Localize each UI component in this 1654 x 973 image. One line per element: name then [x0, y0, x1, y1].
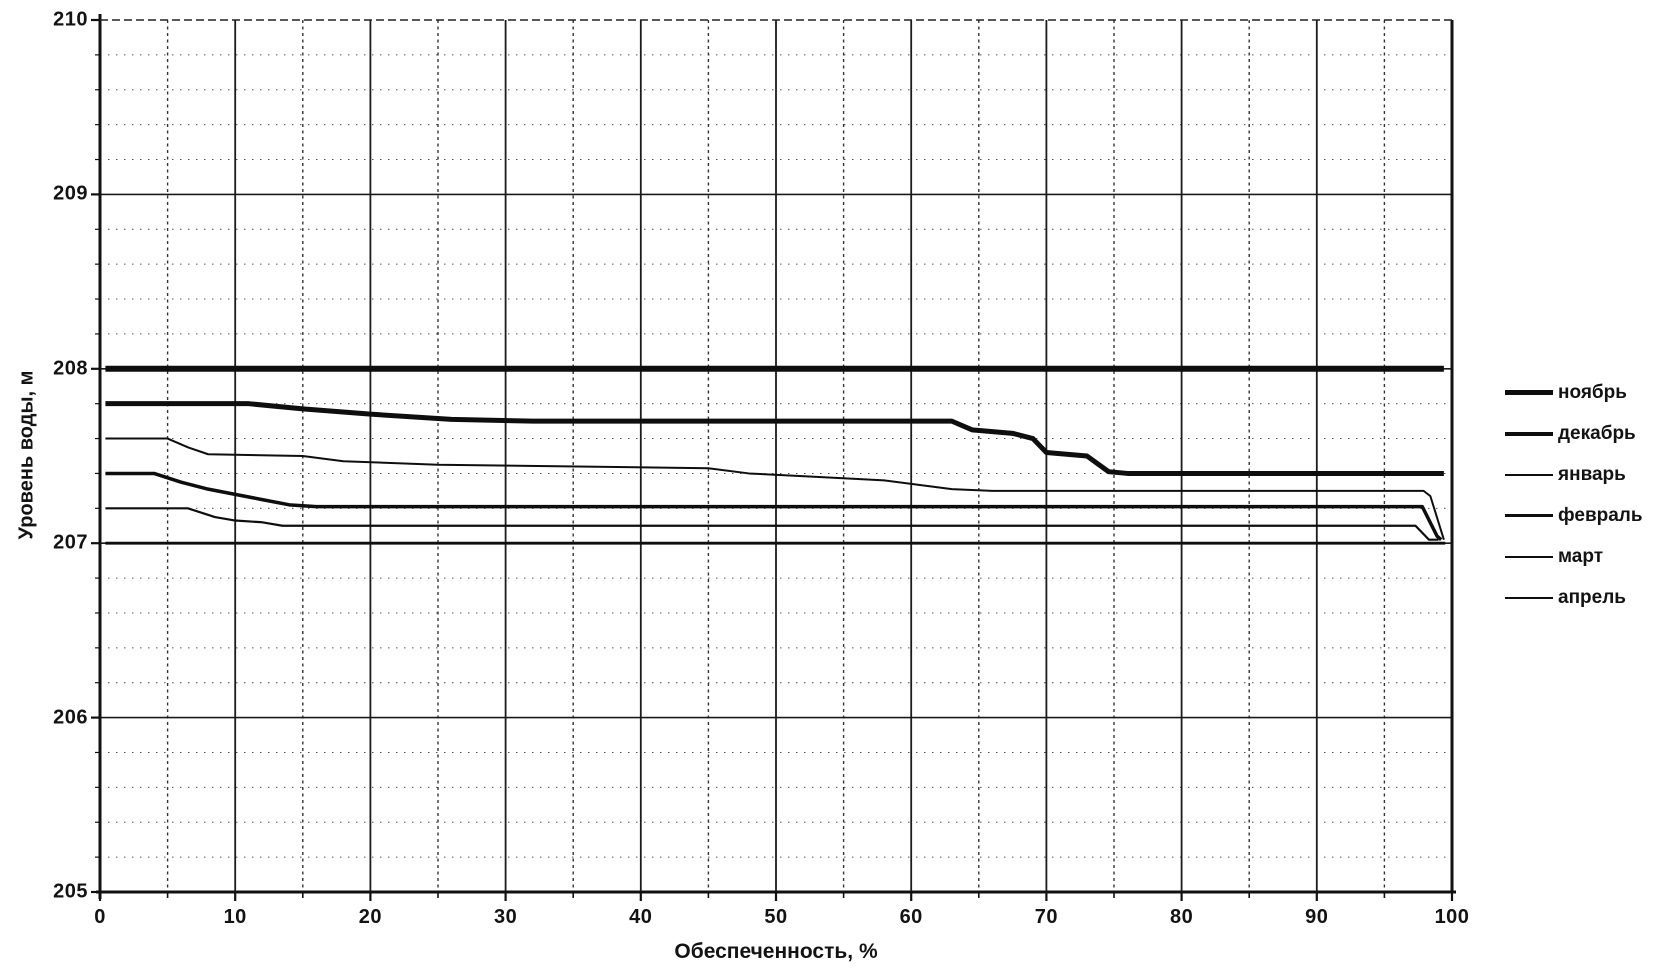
- y-tick-label: 205: [53, 880, 88, 903]
- legend-item-february: февраль: [1505, 495, 1643, 536]
- legend-item-december: декабрь: [1505, 413, 1643, 454]
- x-axis-title: Обеспеченность, %: [674, 940, 878, 963]
- legend-line-sample-april: [1505, 596, 1553, 599]
- legend-item-november: ноябрь: [1505, 372, 1643, 413]
- legend-item-april: апрель: [1505, 577, 1643, 618]
- x-tick-label: 30: [493, 906, 518, 928]
- legend-item-january: январь: [1505, 454, 1643, 495]
- legend-label-january: январь: [1558, 463, 1626, 485]
- x-tick-label: 100: [1434, 906, 1470, 928]
- legend-line-sample-december: [1505, 431, 1553, 436]
- y-tick-label: 210: [53, 8, 88, 31]
- legend-line-sample-november: [1505, 390, 1553, 395]
- x-tick-label: 20: [358, 906, 383, 928]
- x-tick-label: 70: [1034, 906, 1059, 928]
- legend-line-sample-february: [1505, 514, 1553, 517]
- legend-label-february: февраль: [1558, 504, 1643, 526]
- legend-label-november: ноябрь: [1558, 381, 1627, 403]
- x-tick-label: 10: [223, 906, 247, 928]
- x-tick-label: 50: [764, 906, 788, 928]
- legend-line-sample-january: [1505, 473, 1553, 476]
- x-tick-label: 60: [899, 906, 923, 928]
- x-tick-label: 0: [94, 906, 106, 928]
- x-tick-label: 40: [629, 906, 653, 928]
- y-axis-title: Уровень воды, м: [15, 370, 38, 540]
- x-tick-label: 90: [1305, 906, 1329, 928]
- x-tick-label: 80: [1169, 906, 1194, 928]
- y-tick-label: 207: [53, 531, 88, 554]
- curve-march: [105, 507, 1439, 541]
- legend-item-march: март: [1505, 536, 1643, 577]
- y-tick-label: 209: [53, 182, 88, 205]
- legend-label-march: март: [1558, 545, 1604, 567]
- curve-december: [105, 401, 1444, 476]
- y-tick-label: 206: [53, 706, 88, 729]
- legend-line-sample-march: [1505, 555, 1553, 558]
- curve-january: [105, 437, 1445, 541]
- legend-label-april: апрель: [1558, 586, 1626, 608]
- curve-february: [105, 471, 1443, 542]
- y-tick-label: 208: [53, 357, 88, 380]
- legend: ноябрь декабрь январь февраль март апрел…: [1505, 372, 1643, 618]
- legend-label-december: декабрь: [1558, 422, 1636, 444]
